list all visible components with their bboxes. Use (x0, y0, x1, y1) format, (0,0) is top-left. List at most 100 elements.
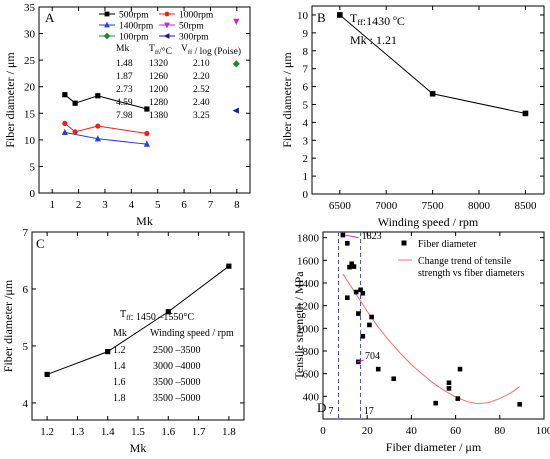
data-point (360, 290, 366, 296)
table-cell: 2.52 (193, 85, 210, 95)
series-data (337, 12, 529, 117)
x-tick-label: 7 (208, 199, 214, 211)
legend-label: 500rpm (119, 11, 149, 21)
series-line (64, 131, 147, 145)
series-1400rpm (61, 128, 150, 147)
data-point (429, 90, 436, 97)
panel-b: 6500 7000 7500 8000 8500 0 1 2 3 4 5 6 7 8 9 10 Winding … (280, 5, 545, 229)
legend-marker (103, 32, 111, 40)
x-tick-label: 3 (102, 199, 108, 211)
data-point (375, 366, 381, 372)
y-tick-label: 0 (303, 189, 309, 201)
data-point (232, 60, 240, 68)
legend-label: 300rpm (179, 33, 209, 43)
table-cell: 3000 –4000 (153, 361, 201, 372)
table-cell: 3500 –5000 (153, 393, 201, 404)
y-tick-label: 800 (303, 346, 320, 358)
y-tick-label: 1400 (297, 278, 320, 290)
data-point (522, 110, 529, 117)
data-point (345, 241, 350, 246)
legend-marker (164, 22, 170, 29)
x-tick-label: 1.6 (161, 426, 175, 438)
legend-marker (164, 11, 170, 17)
y-axis-label: Fiber diameter /μm (1, 279, 15, 372)
annotation-temperature: Tff: 1450 –1550°C (120, 309, 194, 323)
series-300rpm (232, 107, 239, 114)
legend-marker (104, 11, 110, 17)
table-header: Mk (113, 328, 127, 339)
data-point (95, 93, 101, 99)
y-tick-label: 600 (303, 369, 320, 381)
x-axis-label: Fiber diameter / μm (386, 440, 482, 454)
x-tick-label: 4 (129, 199, 135, 211)
x-tick-label: 6 (181, 199, 187, 211)
y-axis-label: Tensile strength / MPa (292, 271, 306, 380)
legend-label: 1400rpm (119, 22, 154, 32)
y-tick-label: 6 (23, 284, 29, 296)
y-tick-label: 20 (24, 82, 36, 94)
x-tick-label: 1.7 (192, 426, 206, 438)
x-tick-label: 1.3 (71, 426, 85, 438)
data-point (144, 106, 150, 112)
x-tick-label: 2 (76, 199, 82, 211)
y-tick-label: 1200 (297, 301, 320, 313)
data-point (232, 107, 239, 114)
y-tick-label: 5 (30, 161, 36, 173)
data-point (369, 314, 374, 320)
table-cell: 3500 –5000 (153, 377, 201, 388)
x-tick-label: 1 (49, 199, 55, 211)
data-point (455, 396, 461, 401)
y-tick-label: 5 (23, 341, 29, 353)
series-line (64, 94, 148, 110)
table-header: Winding speed / rpm (150, 328, 234, 339)
plot-frame (311, 5, 545, 195)
y-tick-label: 15 (24, 108, 36, 120)
data-point (61, 128, 68, 136)
data-point (44, 371, 50, 378)
x-tick-label: 5 (155, 199, 161, 211)
data-point (62, 120, 68, 126)
x-axis-label: Winding speed / rpm (378, 215, 479, 229)
data-point (226, 263, 232, 269)
data-point (165, 309, 171, 315)
table-cell: 1.4 (113, 361, 126, 372)
x-tick-label: 8 (234, 199, 240, 211)
panel-label: D (317, 400, 326, 415)
table-header: Vff / log (Poise) (181, 44, 241, 57)
data-point (95, 123, 101, 129)
y-tick-label: 400 (303, 391, 320, 403)
series-line (64, 122, 147, 134)
data-point (457, 366, 463, 372)
label-peak: 1823 (362, 231, 382, 242)
x-tick-label: 60 (450, 425, 462, 437)
trend-curve (342, 273, 520, 405)
y-tick-label: 7 (303, 64, 309, 76)
y-tick-label: 2 (303, 153, 309, 165)
plot-frame (322, 231, 545, 420)
x-axis-label: Mk (136, 214, 153, 228)
y-tick-label: 4 (23, 398, 29, 410)
table-cell: 1.87 (116, 72, 133, 82)
table-cell: 1280 (149, 98, 168, 108)
y-tick-label: 1800 (297, 233, 320, 245)
data-point (72, 129, 78, 135)
data-point (337, 12, 343, 18)
series-line (46, 265, 230, 375)
data-point (105, 349, 111, 355)
table-cell: 1200 (149, 85, 168, 95)
x-tick-label: 1.4 (101, 426, 115, 438)
x-tick-label: 100 (536, 425, 550, 437)
table-cell: 7.98 (116, 111, 133, 121)
data-point (233, 18, 240, 25)
legend-marker (401, 240, 407, 246)
data-point (446, 380, 452, 386)
table-cell: 4.59 (116, 98, 133, 108)
annotation-temperature: Tff:1430 ºC (350, 11, 405, 28)
data-point (94, 135, 101, 142)
data-point (433, 400, 439, 406)
series-500rpm (62, 92, 150, 112)
plot-frame (31, 231, 245, 421)
legend-label-line2: strength vs fiber diameters (418, 268, 524, 279)
panel-label: B (317, 10, 326, 25)
